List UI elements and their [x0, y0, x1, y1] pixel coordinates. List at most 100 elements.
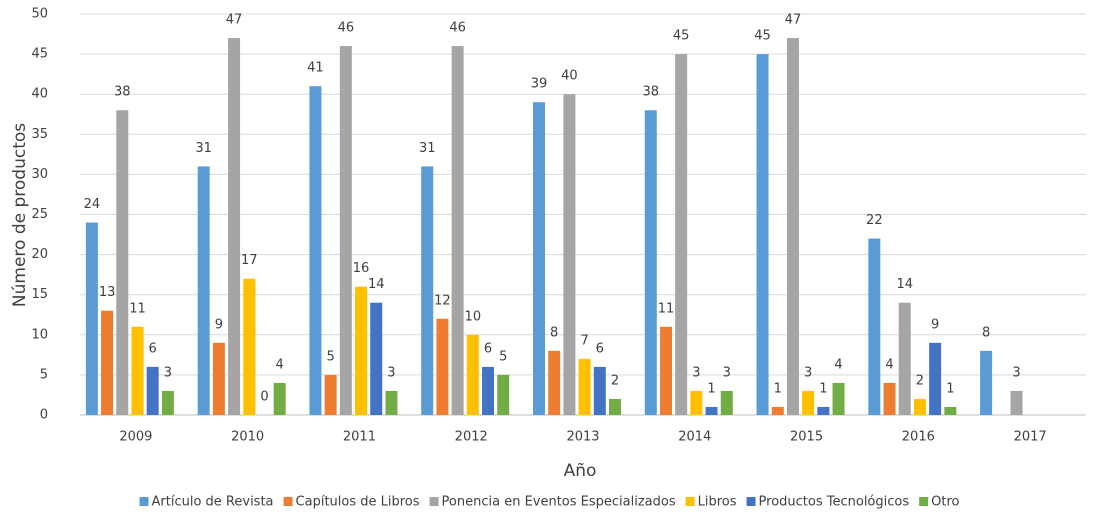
y-tick-label: 10	[31, 327, 48, 342]
data-label: 5	[499, 349, 507, 364]
bar	[273, 382, 286, 415]
bar	[659, 326, 672, 415]
data-label: 10	[465, 309, 482, 324]
bar	[421, 166, 434, 415]
data-label: 9	[215, 317, 223, 332]
bar	[243, 278, 256, 415]
legend-swatch	[746, 497, 756, 506]
data-label: 47	[785, 13, 802, 28]
data-label: 17	[241, 253, 258, 268]
data-label: 40	[561, 69, 578, 84]
x-tick-label: 2015	[790, 430, 823, 445]
data-label: 1	[819, 381, 827, 396]
bar	[802, 390, 815, 415]
bar	[578, 358, 591, 415]
y-tick-label: 45	[31, 47, 48, 62]
bar	[101, 310, 114, 415]
data-label: 13	[99, 285, 116, 300]
data-label: 38	[643, 85, 660, 100]
data-label: 1	[946, 381, 954, 396]
data-label: 46	[449, 21, 466, 36]
data-label: 1	[774, 381, 782, 396]
bar	[212, 342, 225, 415]
x-tick-label: 2013	[566, 430, 599, 445]
legend-swatch	[685, 497, 695, 506]
data-label: 14	[368, 277, 385, 292]
data-label: 45	[673, 29, 690, 44]
data-label: 47	[226, 13, 243, 28]
bar	[756, 54, 769, 415]
bar	[197, 166, 210, 415]
data-label: 31	[419, 141, 436, 156]
bar	[563, 94, 576, 415]
bar	[705, 406, 718, 415]
bar	[980, 350, 993, 415]
data-label: 6	[149, 341, 157, 356]
legend-label: Ponencia en Eventos Especializados	[442, 495, 676, 510]
bar	[228, 38, 241, 416]
data-label: 4	[885, 357, 893, 372]
legend-swatch	[283, 497, 293, 506]
bar	[548, 350, 561, 415]
legend-swatch	[429, 497, 439, 506]
data-label: 14	[896, 277, 913, 292]
bar	[482, 366, 495, 415]
bar	[161, 390, 174, 415]
legend-label: Otro	[931, 495, 959, 510]
data-label: 3	[723, 365, 731, 380]
bar	[690, 390, 703, 415]
bar	[451, 46, 464, 416]
x-tick-label: 2017	[1014, 430, 1047, 445]
data-label: 7	[580, 333, 588, 348]
bar	[116, 110, 129, 416]
x-axis-title: Año	[564, 461, 597, 481]
data-label: 22	[866, 213, 883, 228]
bar	[1010, 390, 1023, 415]
bar	[883, 382, 896, 415]
data-label: 5	[327, 349, 335, 364]
bar	[355, 286, 368, 415]
data-label: 41	[307, 61, 324, 76]
data-label: 6	[484, 341, 492, 356]
data-label: 2	[916, 373, 924, 388]
legend-label: Libros	[698, 495, 737, 510]
bar	[146, 366, 159, 415]
y-tick-label: 25	[31, 207, 48, 222]
data-label: 3	[804, 365, 812, 380]
bar	[898, 302, 911, 415]
y-tick-label: 20	[31, 247, 48, 262]
data-label: 12	[434, 293, 451, 308]
x-tick-label: 2016	[902, 430, 935, 445]
data-label: 4	[276, 357, 284, 372]
bar	[675, 54, 688, 415]
y-tick-label: 0	[40, 408, 48, 423]
data-label: 46	[338, 21, 355, 36]
data-label: 9	[931, 317, 939, 332]
x-tick-label: 2011	[343, 430, 376, 445]
data-label: 6	[596, 341, 604, 356]
x-tick-label: 2014	[678, 430, 711, 445]
bar	[832, 382, 845, 415]
legend-label: Artículo de Revista	[152, 495, 274, 510]
legend-swatch	[139, 497, 149, 506]
bar	[131, 326, 144, 415]
data-label: 2	[611, 373, 619, 388]
legend-label: Productos Tecnológicos	[759, 495, 910, 510]
bar	[370, 302, 383, 415]
x-tick-label: 2012	[455, 430, 488, 445]
bar	[868, 238, 881, 415]
bar	[324, 374, 337, 415]
data-label: 0	[260, 390, 268, 405]
bar	[913, 398, 926, 415]
bar	[533, 102, 545, 415]
data-label: 4	[834, 357, 842, 372]
bar	[817, 406, 830, 415]
bar	[644, 110, 657, 416]
y-axis-title: Número de productos	[10, 123, 30, 307]
data-label: 31	[195, 141, 212, 156]
bar	[85, 222, 98, 415]
data-label: 11	[129, 301, 146, 316]
bar	[944, 406, 957, 415]
bar	[720, 390, 733, 415]
bar	[609, 398, 621, 415]
